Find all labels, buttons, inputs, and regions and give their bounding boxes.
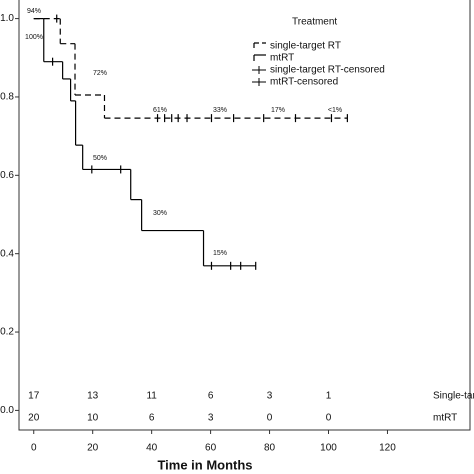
annotation: 30% bbox=[153, 210, 167, 217]
at-risk-count: 0 bbox=[326, 413, 332, 424]
at-risk-count: 20 bbox=[28, 413, 40, 424]
annotation: 50% bbox=[93, 155, 107, 162]
x-axis-label: Time in Months bbox=[157, 457, 252, 472]
at-risk-count: 6 bbox=[149, 413, 155, 424]
annotation: 94% bbox=[27, 8, 41, 15]
y-tick-label: 0.0 bbox=[0, 405, 14, 416]
at-risk-count: 11 bbox=[146, 391, 157, 402]
legend-label: single-target RT bbox=[270, 41, 341, 52]
at-risk-count: 3 bbox=[208, 413, 214, 424]
y-tick-label: 0.6 bbox=[0, 170, 14, 181]
legend-label: mtRT bbox=[270, 53, 294, 64]
legend-label: mtRT-censored bbox=[270, 77, 338, 88]
x-tick-label: 100 bbox=[320, 443, 337, 454]
at-risk-count: 3 bbox=[267, 391, 273, 402]
legend-title: Treatment bbox=[292, 17, 337, 28]
x-tick-label: 40 bbox=[146, 443, 158, 454]
annotation: 33% bbox=[213, 107, 227, 114]
y-tick-label: 0.8 bbox=[0, 92, 14, 103]
annotation: 100% bbox=[25, 34, 43, 41]
legend-label: single-target RT-censored bbox=[270, 65, 385, 76]
at-risk-count: 10 bbox=[87, 413, 99, 424]
y-tick-label: 1.0 bbox=[0, 13, 14, 24]
x-tick-label: 80 bbox=[264, 443, 276, 454]
at-risk-count: 1 bbox=[326, 391, 332, 402]
x-tick-label: 60 bbox=[205, 443, 217, 454]
y-tick-label: 0.4 bbox=[0, 248, 14, 259]
annotation: 17% bbox=[271, 107, 285, 114]
at-risk-count: 0 bbox=[267, 413, 273, 424]
at-risk-count: 17 bbox=[28, 391, 40, 402]
at-risk-count: 13 bbox=[87, 391, 99, 402]
annotation: 61% bbox=[153, 107, 167, 114]
annotation: 72% bbox=[93, 70, 107, 77]
x-tick-label: 120 bbox=[379, 443, 396, 454]
at-risk-count: 6 bbox=[208, 391, 214, 402]
plot-frame bbox=[18, 0, 471, 431]
x-tick-label: 20 bbox=[87, 443, 99, 454]
annotation: <1% bbox=[328, 107, 342, 114]
annotation: 15% bbox=[213, 250, 227, 257]
at-risk-row-label: mtRT bbox=[433, 413, 457, 424]
y-tick-label: 0.2 bbox=[0, 327, 14, 338]
x-tick-label: 0 bbox=[31, 443, 37, 454]
at-risk-row-label: Single-target RT bbox=[433, 391, 474, 402]
